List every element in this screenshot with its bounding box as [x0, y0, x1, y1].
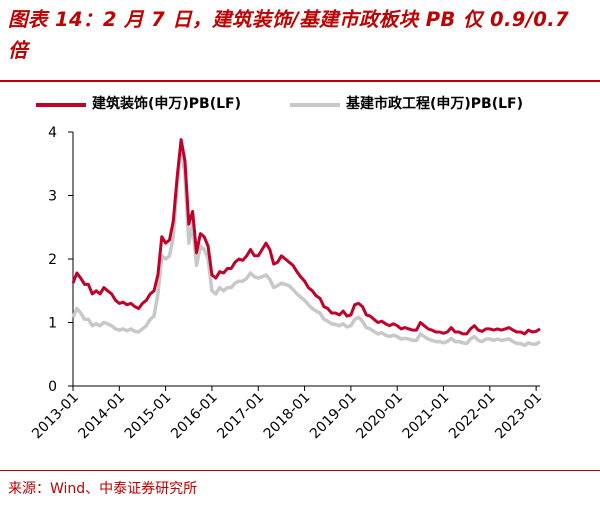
chart-title: 图表 14：2 月 7 日，建筑装饰/基建市政板块 PB 仅 0.9/0.7 倍: [8, 8, 569, 62]
source-note: 来源：Wind、中泰证券研究所: [8, 481, 198, 497]
series-line-1: [71, 138, 541, 336]
x-tick-label: 2018-01: [261, 390, 314, 443]
x-tick-label: 2023-01: [492, 390, 545, 443]
x-tick-label: 2013-01: [29, 390, 82, 443]
x-tick-label: 2022-01: [446, 390, 499, 443]
series-line-2: [71, 146, 541, 348]
legend-label-series-2: 基建市政工程(申万)PB(LF): [346, 96, 524, 112]
y-tick-label: 4: [48, 125, 57, 141]
chart-plot: 0 1 2 3 4 2013-012014-012015-012016-012017-01…: [29, 125, 545, 443]
title-divider: [0, 80, 600, 82]
legend-label-series-1: 建筑装饰(申万)PB(LF): [92, 96, 242, 112]
x-tick-label: 2020-01: [353, 390, 406, 443]
y-tick-label: 1: [48, 316, 57, 332]
x-tick-label: 2015-01: [122, 390, 175, 443]
legend-swatch-series-1: [36, 103, 86, 107]
x-tick-label: 2016-01: [168, 390, 221, 443]
x-tick-label: 2017-01: [214, 390, 267, 443]
x-tick-label: 2014-01: [75, 390, 128, 443]
x-tick-label: 2019-01: [307, 390, 360, 443]
x-tick-label: 2021-01: [400, 390, 453, 443]
y-tick-label: 2: [48, 252, 57, 268]
y-tick-label: 0: [48, 379, 57, 395]
footer-divider: [0, 470, 600, 471]
legend-swatch-series-2: [290, 103, 340, 107]
y-tick-label: 3: [48, 189, 57, 205]
